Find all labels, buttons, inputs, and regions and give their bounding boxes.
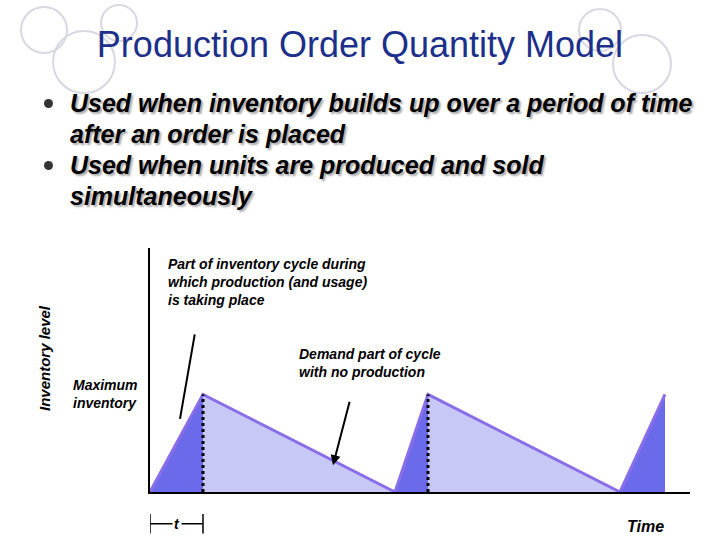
- svg-text:Inventory level: Inventory level: [36, 305, 53, 411]
- svg-text:Demand part of cyclewith no pr: Demand part of cyclewith no production: [299, 346, 441, 380]
- svg-text:Time: Time: [627, 518, 664, 535]
- html-text:Used when units are produced a: Used when units are produced and sold si…: [70, 151, 544, 210]
- html-text:Used when inventory builds up: Used when inventory builds up over a per…: [70, 89, 693, 148]
- html-text:Production Order Quantity Mode: Production Order Quantity Model: [96, 24, 624, 65]
- svg-text:Part of inventory cycle during: Part of inventory cycle duringwhich prod…: [168, 256, 367, 308]
- svg-text:t: t: [174, 516, 180, 532]
- svg-text:Maximuminventory: Maximuminventory: [73, 377, 138, 411]
